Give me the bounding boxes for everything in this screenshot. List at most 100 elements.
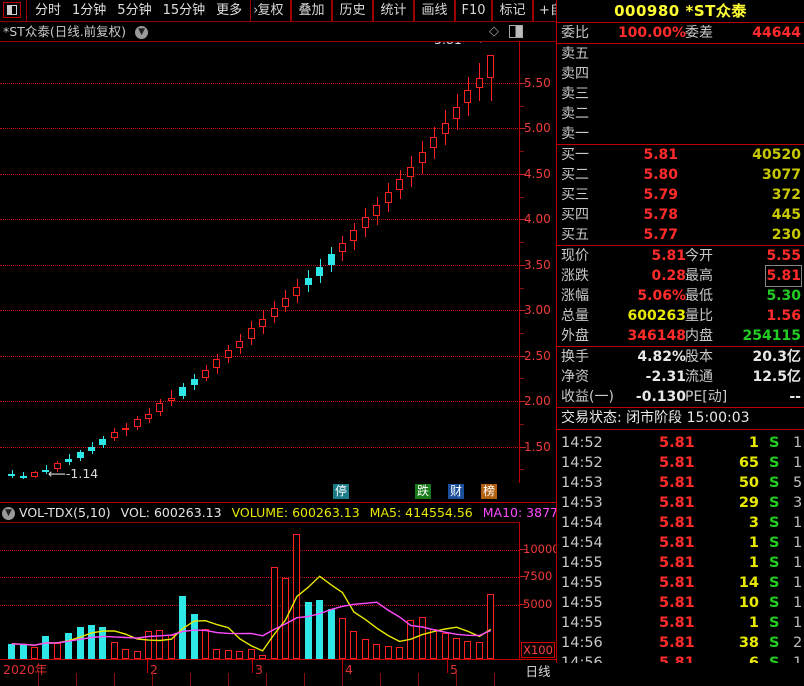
tick-row[interactable]: 14:55 5.81 14 S 1 (557, 573, 804, 593)
tick-row[interactable]: 14:55 5.81 1 S 1 (557, 613, 804, 633)
volume-gridline (0, 604, 519, 606)
axis-tick (520, 128, 526, 130)
stat-label-1: 总量 (561, 308, 589, 324)
date-minor-tick (266, 673, 267, 686)
period-4[interactable]: 更多 (216, 3, 243, 18)
order-volume: 230 (771, 227, 801, 243)
stock-badges: 停跌财榜 (0, 483, 556, 501)
candle-body (8, 473, 15, 476)
chevron-down-icon[interactable]: ▼ (2, 507, 15, 520)
tick-row[interactable]: 14:54 5.81 3 S 1 (557, 513, 804, 533)
candle-body (385, 192, 392, 203)
stat-label-2: 最低 (685, 288, 713, 304)
volume-bar (111, 641, 118, 659)
candle-body (168, 397, 175, 402)
candle-body (271, 308, 278, 318)
candle-body (134, 419, 141, 427)
candle-body (20, 475, 27, 478)
more-arrow-icon[interactable]: › (253, 3, 259, 18)
toolbar-btn-0[interactable]: 复权 (250, 0, 291, 21)
order-row[interactable]: 买五 5.77 230 (557, 225, 804, 245)
date-minor-tick (228, 673, 229, 686)
tick-count: 1 (793, 455, 803, 471)
stat-value-1: 5.81 (651, 248, 686, 264)
tick-count: 1 (793, 535, 803, 551)
order-row[interactable]: 买一 5.81 40520 (557, 145, 804, 165)
period-3[interactable]: 15分钟 (162, 3, 206, 18)
volume-bar (373, 643, 380, 659)
order-level: 卖四 (561, 66, 589, 82)
tick-row[interactable]: 14:53 5.81 50 S 5 (557, 473, 804, 493)
price-tick-label: 3.00 (524, 303, 551, 318)
order-row[interactable]: 卖一 (557, 124, 804, 144)
tick-volume: 38 (738, 635, 759, 651)
ask-book[interactable]: 卖五卖四卖三 卖二 卖一 (557, 44, 804, 144)
axis-tick (520, 401, 526, 403)
price-axis: 5.50 5.00 4.50 4.00 3.50 3.00 2.50 2.00 1.50 (520, 41, 556, 483)
tick-row[interactable]: 14:55 5.81 1 S 1 (557, 553, 804, 573)
period-0[interactable]: 分时 (35, 3, 62, 18)
toolbar-btn-4[interactable]: 画线 (414, 0, 455, 21)
order-row[interactable]: 卖五 (557, 44, 804, 64)
tick-volume: 10 (738, 595, 759, 611)
fund-value-1: -0.130 (635, 389, 686, 405)
price-gridline (0, 128, 519, 130)
stat-value-2: 5.55 (766, 248, 801, 264)
tick-list[interactable]: 14:52 5.81 1 S 1 14:52 5.81 65 S 1 14:53 5.81 50 S 5 14… (557, 433, 804, 663)
order-row[interactable]: 卖二 (557, 104, 804, 124)
bid-book[interactable]: 买一 5.81 40520 买二 5.80 3077 买三 5.79 372 买四 5.78 445 买… (557, 145, 804, 245)
fundamentals: 换手 4.82% 股本 20.3亿 净资 -2.31 流通 12.5亿 收益(一) -0.130 P… (557, 347, 804, 407)
tick-row[interactable]: 14:52 5.81 65 S 1 (557, 453, 804, 473)
stat-value-1: 346148 (627, 328, 686, 344)
period-2[interactable]: 5分钟 (117, 3, 152, 18)
kline-period-tag[interactable]: 日线 (525, 664, 551, 679)
stat-label-1: 涨跌 (561, 268, 589, 284)
order-row[interactable]: 买三 5.79 372 (557, 185, 804, 205)
badge-跌[interactable]: 跌 (415, 484, 432, 499)
order-row[interactable]: 卖三 (557, 84, 804, 104)
toolbar-btn-2[interactable]: 历史 (332, 0, 373, 21)
tick-time: 14:54 (561, 535, 603, 551)
candle-body (248, 328, 255, 340)
stat-value-1: 0.28 (651, 268, 686, 284)
order-volume: 40520 (752, 147, 801, 163)
diamond-icon[interactable]: ◇ (489, 24, 499, 39)
volume-bar (453, 638, 460, 659)
axis-minor-tick (520, 332, 524, 334)
tick-row[interactable]: 14:56 5.81 38 S 2 (557, 633, 804, 653)
order-row[interactable]: 买四 5.78 445 (557, 205, 804, 225)
toolbar-btn-3[interactable]: 统计 (373, 0, 414, 21)
order-row[interactable]: 买二 5.80 3077 (557, 165, 804, 185)
tick-row[interactable]: 14:56 5.81 6 S 1 (557, 653, 804, 663)
period-selector[interactable]: 分时 1分钟 5分钟 15分钟 更多 › (26, 0, 258, 21)
trade-status: 交易状态: 闭市阶段 15:00:03 (557, 408, 804, 429)
tick-row[interactable]: 14:55 5.81 10 S 1 (557, 593, 804, 613)
tick-volume: 1 (748, 535, 759, 551)
price-chart[interactable]: 5.81 ⟶ ⟵-1.14 (0, 41, 520, 483)
toolbar-btn-5[interactable]: F10 (455, 0, 492, 21)
price-tick-label: 3.50 (524, 257, 551, 272)
layout-toggle-icon[interactable] (509, 25, 523, 38)
date-minor-tick (38, 673, 39, 686)
tick-time: 14:52 (561, 435, 603, 451)
panel-split-icon[interactable] (3, 2, 21, 18)
volume-chart[interactable] (0, 522, 520, 659)
toolbar-btn-1[interactable]: 叠加 (291, 0, 332, 21)
tick-time: 14:55 (561, 555, 603, 571)
candle-wick (12, 470, 13, 478)
order-row[interactable]: 卖四 (557, 64, 804, 84)
tick-row[interactable]: 14:53 5.81 29 S 3 (557, 493, 804, 513)
tick-row[interactable]: 14:54 5.81 1 S 1 (557, 533, 804, 553)
chevron-down-icon[interactable]: ▼ (135, 26, 149, 39)
toolbar-btn-6[interactable]: 标记 (492, 0, 533, 21)
stat-label-1: 涨幅 (561, 288, 589, 304)
period-1[interactable]: 1分钟 (72, 3, 107, 18)
badge-榜[interactable]: 榜 (481, 484, 498, 499)
tick-row[interactable]: 14:52 5.81 1 S 1 (557, 433, 804, 453)
axis-minor-tick (520, 105, 524, 107)
badge-财[interactable]: 财 (448, 484, 465, 499)
volume-bar (202, 628, 209, 659)
candle-body (442, 122, 449, 134)
ma5-line (11, 575, 492, 652)
badge-停[interactable]: 停 (333, 484, 350, 499)
